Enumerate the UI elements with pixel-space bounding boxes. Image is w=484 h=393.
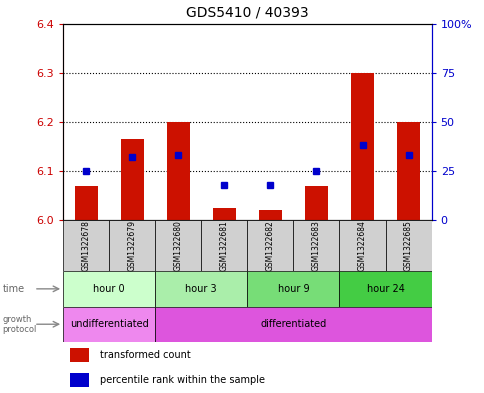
- Bar: [350, 73, 373, 220]
- Title: GDS5410 / 40393: GDS5410 / 40393: [186, 6, 308, 20]
- Bar: [155, 220, 201, 271]
- Text: GSM1322683: GSM1322683: [311, 220, 320, 271]
- Text: undifferentiated: undifferentiated: [70, 319, 148, 329]
- Bar: [385, 220, 431, 271]
- Text: growth
protocol: growth protocol: [2, 314, 37, 334]
- Text: hour 3: hour 3: [185, 284, 217, 294]
- Text: differentiated: differentiated: [260, 319, 326, 329]
- Text: GSM1322680: GSM1322680: [173, 220, 182, 271]
- Bar: [304, 185, 327, 220]
- Bar: [212, 208, 235, 220]
- Bar: [339, 220, 385, 271]
- Bar: [201, 220, 247, 271]
- Text: hour 9: hour 9: [277, 284, 309, 294]
- Text: hour 0: hour 0: [93, 284, 125, 294]
- Bar: [155, 271, 247, 307]
- Bar: [339, 271, 431, 307]
- Text: hour 24: hour 24: [366, 284, 404, 294]
- Bar: [155, 307, 431, 342]
- Bar: [247, 220, 293, 271]
- Bar: [166, 122, 189, 220]
- Text: percentile rank within the sample: percentile rank within the sample: [100, 375, 264, 385]
- Bar: [109, 220, 155, 271]
- Bar: [396, 122, 419, 220]
- Text: GSM1322685: GSM1322685: [403, 220, 412, 271]
- Bar: [63, 307, 155, 342]
- Text: GSM1322684: GSM1322684: [357, 220, 366, 271]
- Bar: [121, 139, 143, 220]
- Bar: [70, 348, 89, 362]
- Bar: [63, 271, 155, 307]
- Bar: [293, 220, 339, 271]
- Bar: [63, 220, 109, 271]
- Text: GSM1322678: GSM1322678: [81, 220, 91, 271]
- Bar: [247, 271, 339, 307]
- Text: transformed count: transformed count: [100, 350, 190, 360]
- Bar: [258, 210, 281, 220]
- Bar: [75, 185, 97, 220]
- Text: GSM1322682: GSM1322682: [265, 220, 274, 271]
- Text: GSM1322679: GSM1322679: [127, 220, 136, 271]
- Text: time: time: [2, 284, 25, 294]
- Bar: [70, 373, 89, 387]
- Text: GSM1322681: GSM1322681: [219, 220, 228, 271]
